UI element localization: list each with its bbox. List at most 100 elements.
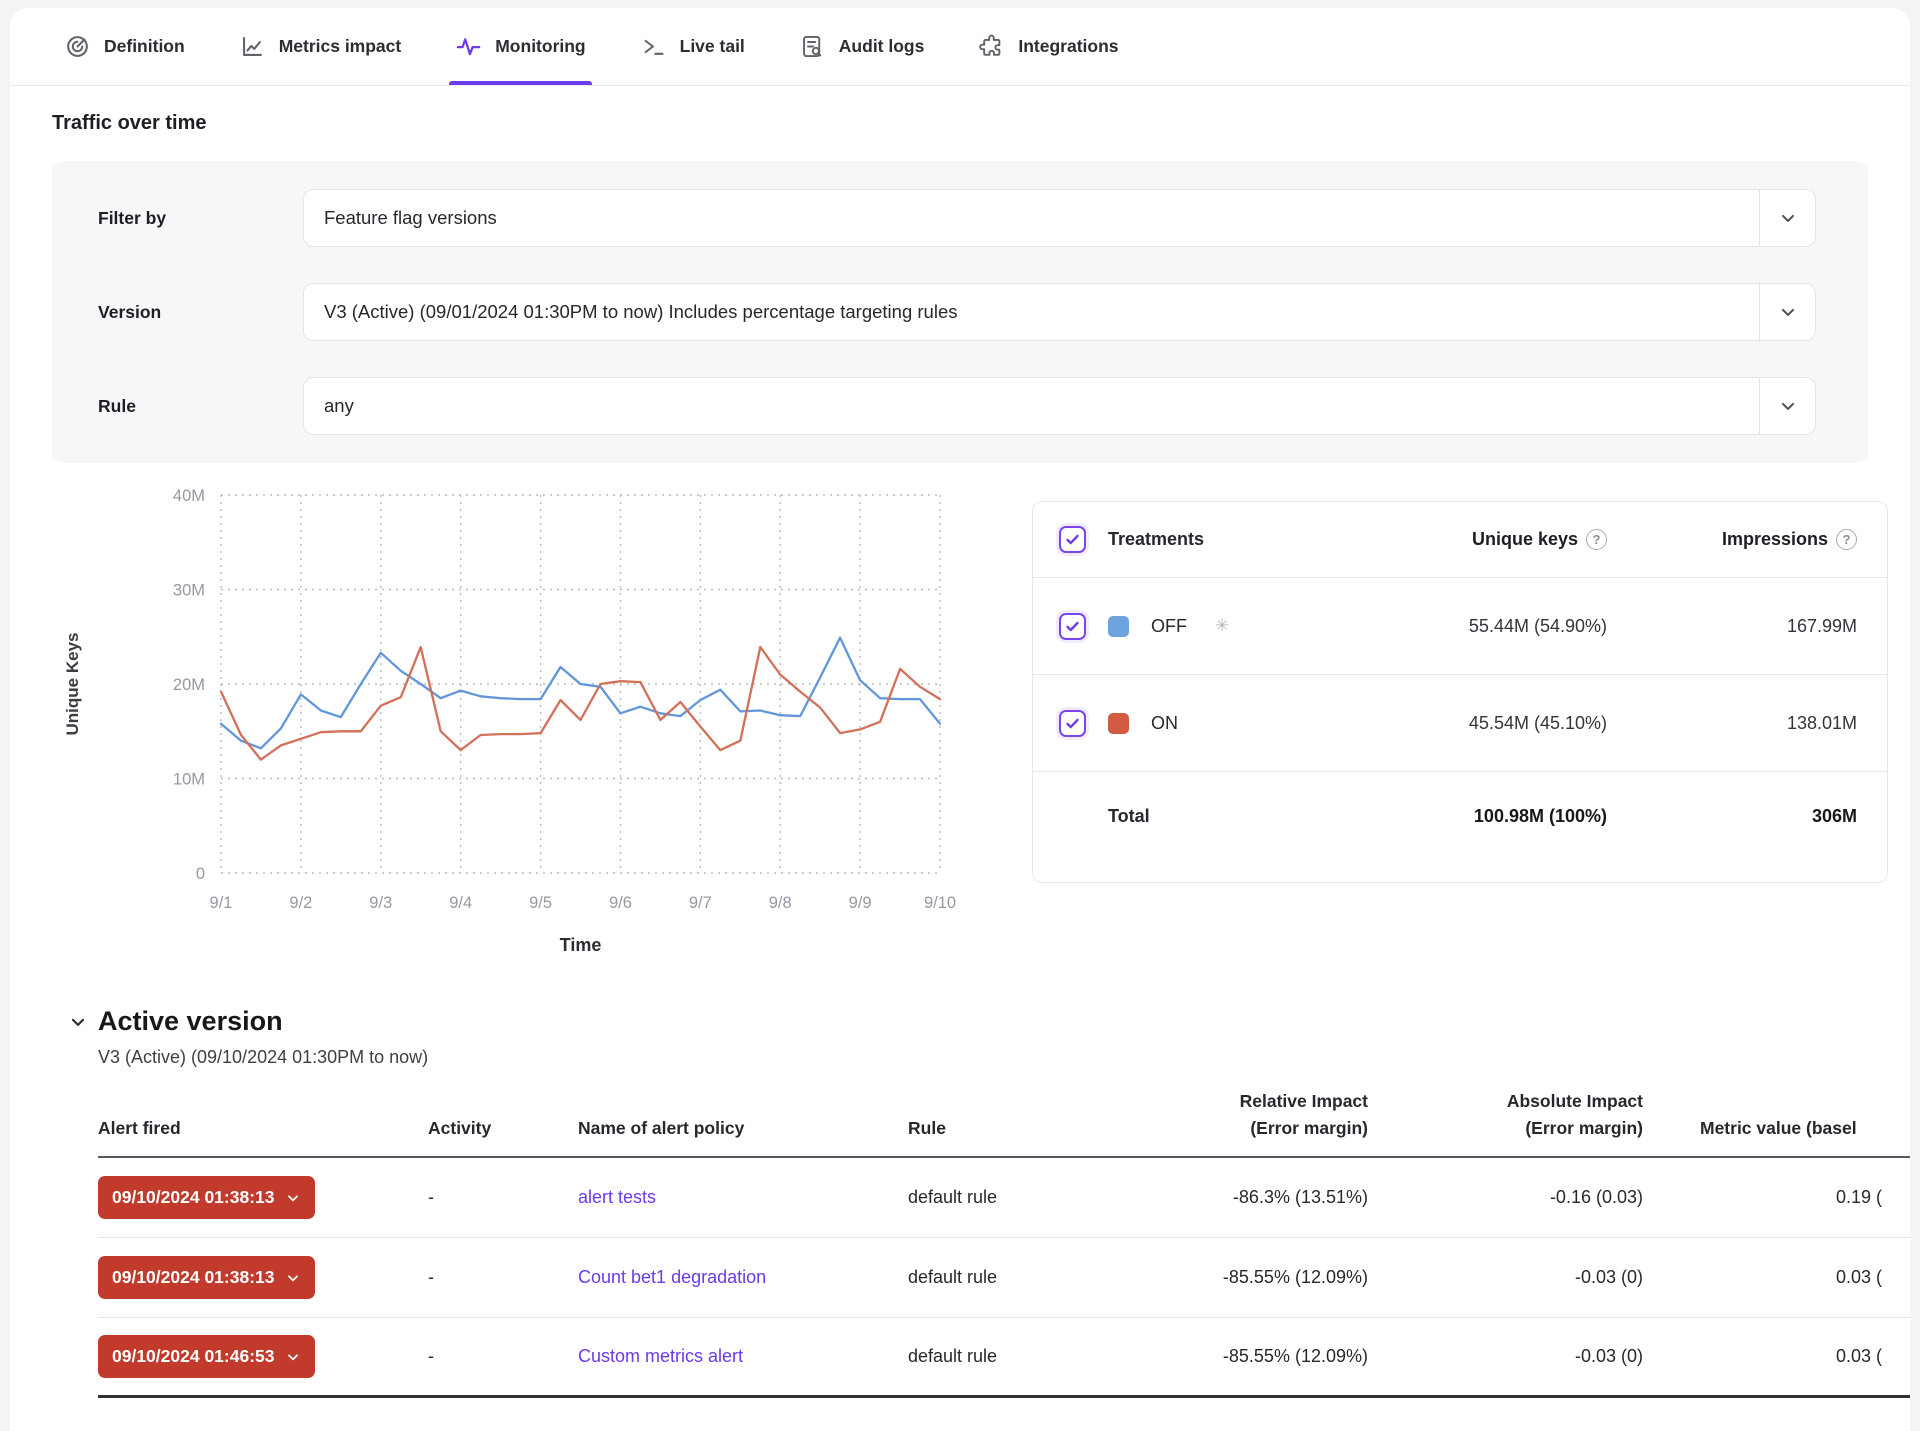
filter-row-version: Version V3 (Active) (09/01/2024 01:30PM … <box>98 283 1816 341</box>
on-series-swatch <box>1108 713 1129 734</box>
metrics-impact-icon <box>239 33 266 60</box>
alert-relative-impact: -86.3% (13.51%) <box>1108 1187 1368 1208</box>
svg-text:9/8: 9/8 <box>769 894 792 912</box>
tab-label: Audit logs <box>839 36 925 57</box>
svg-text:10M: 10M <box>173 771 205 789</box>
off-unique-keys: 55.44M (54.90%) <box>1307 616 1607 637</box>
tab-bar: Definition Metrics impact Monitoring Liv… <box>10 8 1910 86</box>
treatments-total-row: Total 100.98M (100%) 306M <box>1033 772 1887 860</box>
traffic-chart: 010M20M30M40M9/19/29/39/49/59/69/79/89/9… <box>48 481 998 973</box>
svg-text:9/2: 9/2 <box>289 894 312 912</box>
treatment-off-label: OFF <box>1151 616 1187 637</box>
alert-activity: - <box>428 1267 578 1288</box>
tab-monitoring[interactable]: Monitoring <box>455 8 585 85</box>
svg-text:9/9: 9/9 <box>849 894 872 912</box>
treatments-select-all-checkbox[interactable] <box>1059 526 1086 553</box>
treatments-header-row: Treatments Unique keys ? Impressions ? <box>1033 502 1887 578</box>
alert-row: 09/10/2024 01:38:13 - Count bet1 degrada… <box>98 1238 1910 1318</box>
treatment-row-on: ON 45.54M (45.10%) 138.01M <box>1033 675 1887 772</box>
chevron-down-icon <box>285 1270 301 1286</box>
tab-integrations[interactable]: Integrations <box>978 8 1118 85</box>
svg-text:40M: 40M <box>173 487 205 505</box>
alert-relative-impact: -85.55% (12.09%) <box>1108 1267 1368 1288</box>
alert-absolute-impact: -0.03 (0) <box>1368 1346 1643 1367</box>
svg-text:Time: Time <box>560 935 602 955</box>
alert-activity: - <box>428 1346 578 1367</box>
impressions-header: Impressions <box>1722 529 1828 550</box>
page-title: Traffic over time <box>52 112 1910 135</box>
chart-wrap: 010M20M30M40M9/19/29/39/49/59/69/79/89/9… <box>10 481 1000 978</box>
version-label: Version <box>98 302 303 323</box>
treatments-panel: Treatments Unique keys ? Impressions ? <box>1032 501 1888 883</box>
live-tail-icon <box>640 33 667 60</box>
tab-label: Live tail <box>680 36 745 57</box>
svg-text:9/7: 9/7 <box>689 894 712 912</box>
treatment-on-checkbox[interactable] <box>1059 710 1086 737</box>
tab-metrics-impact[interactable]: Metrics impact <box>239 8 402 85</box>
off-series-swatch <box>1108 616 1129 637</box>
definition-icon <box>64 33 91 60</box>
col-activity: Activity <box>428 1115 578 1142</box>
chevron-down-icon <box>285 1349 301 1365</box>
alert-rule: default rule <box>908 1346 1108 1367</box>
off-impressions: 167.99M <box>1607 616 1857 637</box>
rule-select[interactable]: any <box>303 377 1816 435</box>
total-unique-keys: 100.98M (100%) <box>1307 806 1607 827</box>
active-version-title: Active version <box>98 1006 283 1037</box>
alert-policy-link[interactable]: Custom metrics alert <box>578 1346 743 1366</box>
filter-panel: Filter by Feature flag versions Version … <box>52 161 1868 463</box>
alert-policy-link[interactable]: Count bet1 degradation <box>578 1267 766 1287</box>
svg-text:30M: 30M <box>173 582 205 600</box>
tab-definition[interactable]: Definition <box>64 8 185 85</box>
monitoring-icon <box>455 33 482 60</box>
col-metric-value: Metric value (basel <box>1643 1115 1910 1142</box>
alert-metric-value: 0.03 ( <box>1643 1346 1910 1367</box>
version-value: V3 (Active) (09/01/2024 01:30PM to now) … <box>324 301 957 323</box>
chevron-down-icon[interactable] <box>1759 284 1815 340</box>
treatment-row-off: OFF ✳ 55.44M (54.90%) 167.99M <box>1033 578 1887 675</box>
chevron-down-icon[interactable] <box>1759 378 1815 434</box>
alert-fired-badge[interactable]: 09/10/2024 01:38:13 <box>98 1176 315 1219</box>
integrations-icon <box>978 33 1005 60</box>
help-icon[interactable]: ? <box>1586 529 1607 550</box>
svg-text:9/1: 9/1 <box>210 894 233 912</box>
total-label: Total <box>1059 806 1307 827</box>
col-relative-impact: Relative Impact(Error margin) <box>1108 1088 1368 1142</box>
alert-rule: default rule <box>908 1187 1108 1208</box>
treatment-on-label: ON <box>1151 713 1178 734</box>
alert-policy-link[interactable]: alert tests <box>578 1187 656 1207</box>
help-icon[interactable]: ? <box>1836 529 1857 550</box>
on-impressions: 138.01M <box>1607 713 1857 734</box>
col-name: Name of alert policy <box>578 1115 908 1142</box>
svg-text:20M: 20M <box>173 676 205 694</box>
col-alert-fired: Alert fired <box>98 1115 428 1142</box>
alert-activity: - <box>428 1187 578 1208</box>
alert-fired-badge[interactable]: 09/10/2024 01:38:13 <box>98 1256 315 1299</box>
active-version-subtitle: V3 (Active) (09/10/2024 01:30PM to now) <box>98 1047 1910 1068</box>
filter-row-filter-by: Filter by Feature flag versions <box>98 189 1816 247</box>
tab-label: Integrations <box>1018 36 1118 57</box>
active-version-header[interactable]: Active version <box>68 1006 1910 1037</box>
alert-fired-badge[interactable]: 09/10/2024 01:46:53 <box>98 1335 315 1378</box>
alert-absolute-impact: -0.16 (0.03) <box>1368 1187 1643 1208</box>
total-impressions: 306M <box>1607 806 1857 827</box>
svg-text:Unique Keys: Unique Keys <box>63 633 82 736</box>
chevron-down-icon[interactable] <box>68 1012 88 1032</box>
treatment-off-checkbox[interactable] <box>1059 613 1086 640</box>
col-rule: Rule <box>908 1115 1108 1142</box>
audit-logs-icon <box>799 33 826 60</box>
unique-keys-header: Unique keys <box>1472 529 1578 550</box>
alert-absolute-impact: -0.03 (0) <box>1368 1267 1643 1288</box>
alert-relative-impact: -85.55% (12.09%) <box>1108 1346 1368 1367</box>
tab-audit-logs[interactable]: Audit logs <box>799 8 925 85</box>
version-select[interactable]: V3 (Active) (09/01/2024 01:30PM to now) … <box>303 283 1816 341</box>
filter-by-select[interactable]: Feature flag versions <box>303 189 1816 247</box>
tab-live-tail[interactable]: Live tail <box>640 8 745 85</box>
alerts-header-row: Alert fired Activity Name of alert polic… <box>98 1088 1910 1158</box>
frozen-asterisk-icon: ✳ <box>1215 616 1229 636</box>
chevron-down-icon[interactable] <box>1759 190 1815 246</box>
alert-rule: default rule <box>908 1267 1108 1288</box>
svg-text:9/6: 9/6 <box>609 894 632 912</box>
alert-row: 09/10/2024 01:38:13 - alert tests defaul… <box>98 1158 1910 1238</box>
col-absolute-impact: Absolute Impact(Error margin) <box>1368 1088 1643 1142</box>
